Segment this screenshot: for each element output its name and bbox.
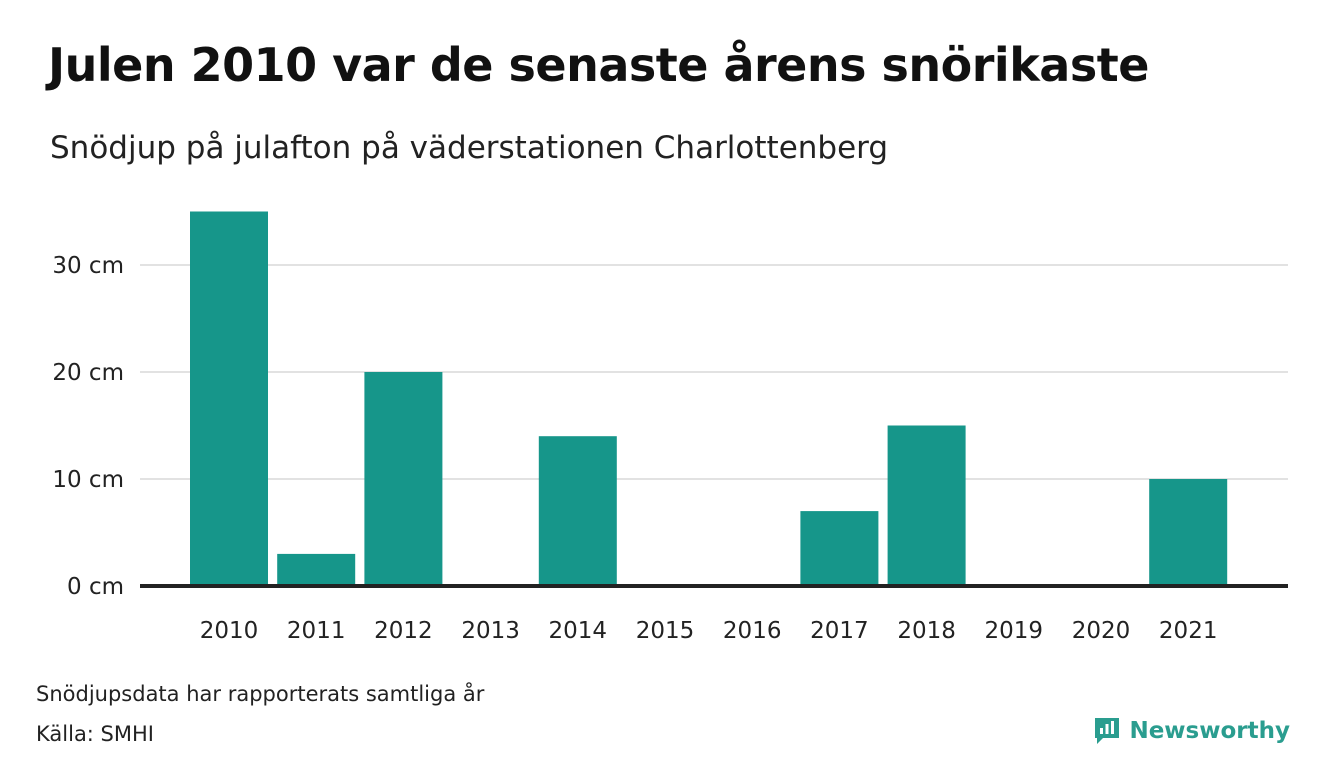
- bar: [800, 511, 879, 586]
- bar: [364, 372, 443, 586]
- newsworthy-logo-icon: [1095, 718, 1120, 744]
- brand-name: Newsworthy: [1129, 718, 1290, 744]
- bar: [887, 425, 966, 586]
- x-tick-label: 2018: [897, 618, 956, 644]
- bar: [277, 553, 356, 586]
- x-tick-label: 2019: [985, 618, 1044, 644]
- chart-subtitle: Snödjup på julafton på väderstationen Ch…: [50, 130, 889, 166]
- x-tick-label: 2021: [1159, 618, 1218, 644]
- bar: [1149, 479, 1228, 586]
- x-tick-label: 2013: [461, 618, 520, 644]
- y-tick-label: 10 cm: [52, 467, 124, 493]
- bar: [190, 211, 268, 586]
- x-tick-label: 2020: [1072, 618, 1131, 644]
- footnote: Snödjupsdata har rapporterats samtliga å…: [36, 682, 485, 706]
- y-tick-label: 0 cm: [67, 574, 124, 600]
- brand-logo: Newsworthy: [1093, 716, 1290, 746]
- y-tick-label: 30 cm: [52, 253, 124, 279]
- y-tick-label: 20 cm: [52, 360, 124, 386]
- x-tick-label: 2010: [200, 618, 259, 644]
- bar: [538, 436, 617, 586]
- x-tick-label: 2017: [810, 618, 869, 644]
- x-tick-label: 2011: [287, 618, 346, 644]
- x-tick-label: 2016: [723, 618, 782, 644]
- source-note: Källa: SMHI: [36, 722, 154, 746]
- x-tick-label: 2015: [636, 618, 695, 644]
- x-tick-label: 2014: [549, 618, 608, 644]
- bar-chart: 0 cm 10 cm 20 cm 30 cm 2010 2011 2012 2013 2014 2…: [52, 211, 1288, 644]
- x-tick-label: 2012: [374, 618, 433, 644]
- chart-title: Julen 2010 var de senaste årens snörikas…: [48, 38, 1149, 92]
